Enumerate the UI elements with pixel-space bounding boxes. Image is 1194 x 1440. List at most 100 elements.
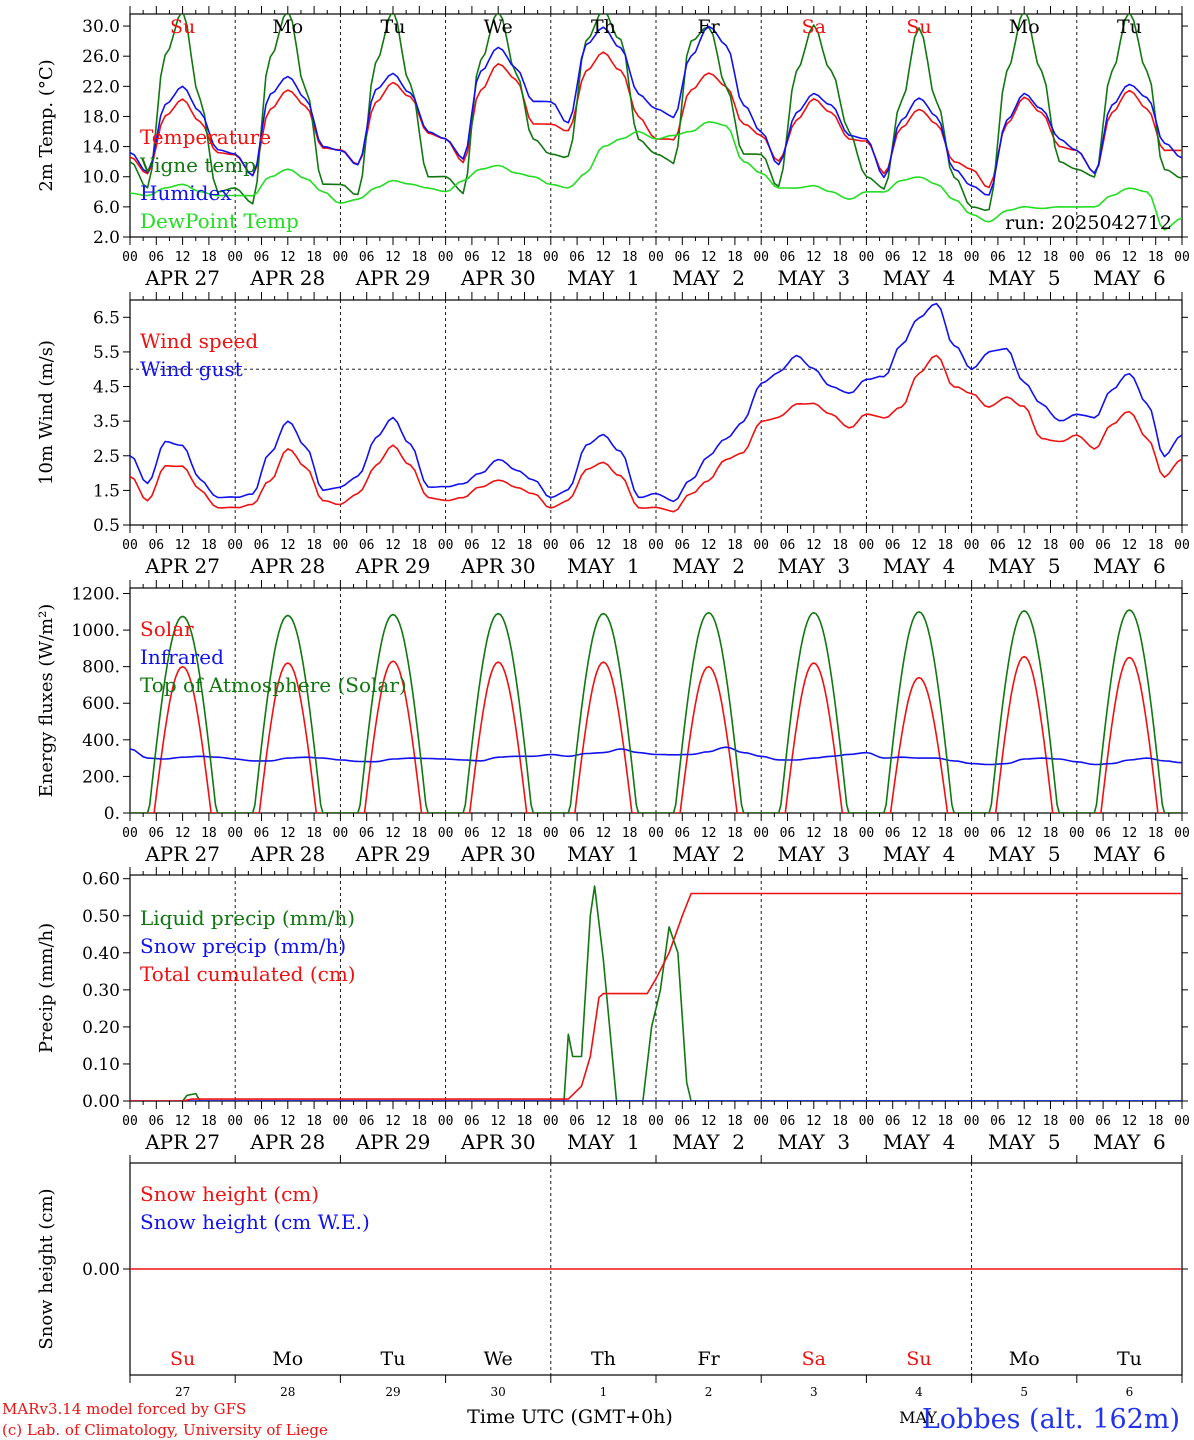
hour-tick-label: 06	[674, 1114, 690, 1129]
hour-tick-label: 06	[148, 1114, 164, 1129]
weekday-label: Fr	[697, 16, 720, 38]
hour-tick-label: 06	[148, 250, 164, 265]
hour-tick-label: 18	[517, 538, 533, 553]
hour-tick-label: 00	[543, 1114, 559, 1129]
y-tick-label: 6.0	[93, 198, 120, 218]
hour-tick-label: 18	[622, 1114, 638, 1129]
series-line-temperature	[130, 51, 1182, 189]
hour-tick-label: 06	[1095, 538, 1111, 553]
hour-tick-label: 00	[333, 826, 349, 841]
weekday-label: We	[484, 1348, 513, 1370]
hour-tick-label: 00	[648, 538, 664, 553]
hour-tick-label: 06	[254, 250, 270, 265]
hour-tick-label: 12	[385, 1114, 401, 1129]
weekday-label: Th	[591, 1348, 616, 1370]
axes	[123, 6, 1188, 1383]
y-tick-label: 0.00	[82, 1092, 120, 1112]
hour-tick-label: 06	[990, 826, 1006, 841]
hour-tick-label: 12	[175, 250, 191, 265]
hour-tick-label: 00	[648, 826, 664, 841]
hour-tick-label: 06	[359, 1114, 375, 1129]
hour-tick-label: 18	[622, 538, 638, 553]
legend-entry: DewPoint Temp	[140, 209, 299, 233]
weekday-label: Tu	[1117, 1348, 1142, 1370]
hour-tick-label: 06	[464, 826, 480, 841]
hour-tick-label: 00	[1174, 1114, 1190, 1129]
hour-tick-label: 18	[937, 826, 953, 841]
hour-tick-label: 18	[201, 538, 217, 553]
hour-tick-label: 12	[596, 826, 612, 841]
hour-tick-label: 12	[1016, 826, 1032, 841]
y-tick-label: 1.5	[93, 481, 120, 501]
panel-frame-temperature	[129, 13, 1183, 238]
hour-tick-label: 18	[1148, 826, 1164, 841]
hour-tick-label: 00	[753, 826, 769, 841]
hour-tick-label: 18	[411, 1114, 427, 1129]
weekday-label: Th	[591, 16, 616, 38]
weekday-label: Mo	[272, 1348, 303, 1370]
hour-tick-label: 00	[227, 538, 243, 553]
hour-tick-label: 06	[674, 538, 690, 553]
weekday-label: Fr	[697, 1348, 720, 1370]
y-tick-label: 14.0	[82, 138, 120, 158]
hour-tick-label: 18	[832, 1114, 848, 1129]
panel-frame-energy	[129, 587, 1183, 814]
hour-tick-label: 18	[1043, 250, 1059, 265]
hour-tick-label: 18	[832, 538, 848, 553]
hour-tick-label: 06	[464, 250, 480, 265]
weekday-label: Tu	[381, 16, 406, 38]
hour-tick-label: 18	[517, 250, 533, 265]
hour-tick-label: 12	[1122, 826, 1138, 841]
hour-tick-label: 12	[385, 538, 401, 553]
y-axis-title-energy: Energy fluxes (W/m²)	[36, 604, 57, 798]
hour-tick-label: 00	[438, 538, 454, 553]
series-group-precip	[130, 885, 1182, 1101]
y-tick-label: 1200.	[71, 584, 120, 604]
hour-tick-label: 12	[596, 250, 612, 265]
hour-tick-label: 18	[517, 1114, 533, 1129]
hour-tick-label: 12	[701, 250, 717, 265]
hour-tick-label: 00	[1174, 250, 1190, 265]
hour-tick-label: 00	[859, 826, 875, 841]
date-label: MAY 5	[988, 1130, 1061, 1154]
date-label: MAY 2	[672, 266, 745, 290]
date-label: APR 27	[144, 1130, 220, 1154]
weekday-label: Mo	[1009, 1348, 1040, 1370]
hour-tick-label: 12	[280, 250, 296, 265]
series-line-liquid-precip-mm-h	[130, 885, 1182, 1101]
hour-tick-label: 18	[201, 1114, 217, 1129]
hour-tick-label: 00	[964, 538, 980, 553]
hour-tick-label: 12	[1122, 250, 1138, 265]
legend-entry: Solar	[140, 617, 194, 641]
hour-tick-label: 12	[280, 826, 296, 841]
y-tick-label: 6.5	[93, 308, 120, 328]
y-tick-label: 0.30	[82, 981, 120, 1001]
date-label: APR 28	[249, 1130, 325, 1154]
hour-tick-label: 12	[701, 826, 717, 841]
hour-tick-label: 06	[1095, 826, 1111, 841]
hour-tick-label: 18	[1043, 1114, 1059, 1129]
y-tick-label: 18.0	[82, 107, 120, 127]
weekday-label: Su	[170, 16, 195, 38]
y-axis-title-precip: Precip (mm/h)	[36, 923, 57, 1053]
date-label: MAY 4	[883, 266, 956, 290]
labels: 2.0 6.0 10.0 14.0 18.0 22.0 26.0 30.0 2m Temp. (…	[36, 16, 1190, 1399]
hour-tick-label: 06	[359, 538, 375, 553]
hour-tick-label: 00	[227, 1114, 243, 1129]
legend-entry: Vigne temp	[139, 153, 256, 177]
day-number-label: 29	[385, 1385, 400, 1399]
y-tick-label: 200.	[82, 767, 120, 787]
date-label: MAY 3	[777, 554, 850, 578]
hour-tick-label: 06	[254, 538, 270, 553]
hour-tick-label: 12	[1122, 1114, 1138, 1129]
legend-entry: Infrared	[140, 645, 224, 669]
date-label: MAY 6	[1093, 554, 1166, 578]
hour-tick-label: 12	[490, 1114, 506, 1129]
y-tick-label: 400.	[82, 731, 120, 751]
weekday-label: Tu	[1117, 16, 1142, 38]
hour-tick-label: 12	[385, 826, 401, 841]
y-tick-label: 4.5	[93, 378, 120, 398]
hour-tick-label: 00	[753, 538, 769, 553]
hour-tick-label: 12	[911, 1114, 927, 1129]
hour-tick-label: 06	[885, 1114, 901, 1129]
